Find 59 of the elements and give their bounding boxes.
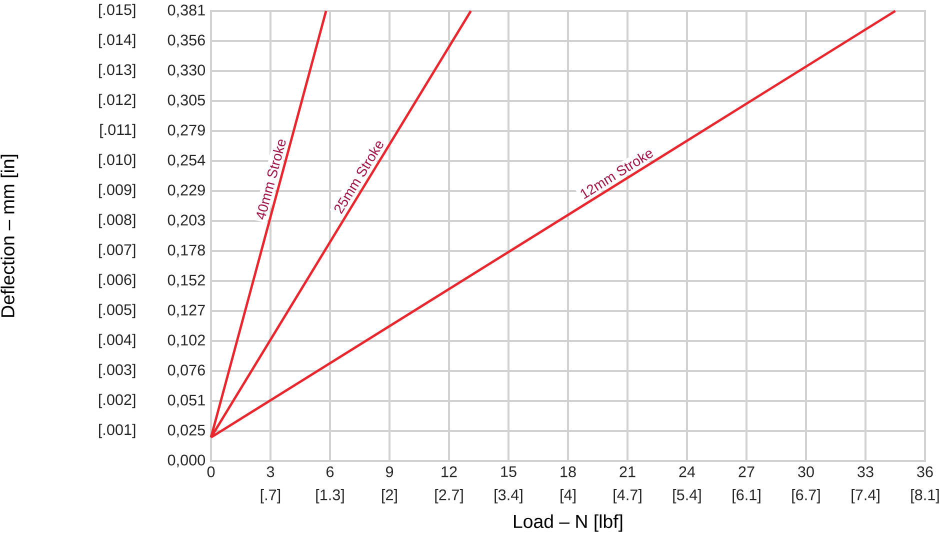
x-tick-label: 36	[917, 466, 933, 478]
y2-tick-label: [.002]	[99, 394, 136, 408]
y2-tick-label: [.012]	[99, 94, 136, 108]
y-tick-label: 0,152	[168, 274, 205, 288]
y-tick-label: 0,051	[168, 394, 205, 408]
x2-tick-label: [6.1]	[732, 489, 760, 504]
y-tick-label: 0,203	[168, 214, 205, 228]
x-tick-label: 27	[738, 466, 754, 478]
y2-tick-label: [.010]	[99, 154, 136, 168]
x-tick-label: 33	[858, 466, 874, 478]
text: 40mm Stroke	[256, 140, 286, 220]
y-tick-label: 0,305	[168, 94, 205, 108]
y2-tick-label: [.008]	[99, 214, 136, 228]
x2-tick-label: [1.3]	[316, 489, 344, 504]
x-tick-label: 12	[442, 466, 457, 478]
x2-tick-label: [7.4]	[852, 489, 880, 504]
x2-tick-label: [.7]	[260, 489, 280, 504]
y2-tick-label: [.009]	[99, 184, 136, 198]
y-tick-label: 0,102	[168, 334, 205, 348]
y-tick-label: 0,000	[168, 454, 206, 468]
y2-tick-label: [.001]	[99, 424, 136, 438]
x2-tick-label: [5.4]	[673, 489, 701, 504]
x2-tick-label: [8.1]	[911, 489, 939, 504]
y-tick-label: 0,076	[168, 364, 205, 378]
y2-tick-label: [.003]	[99, 364, 136, 378]
y2-tick-label: [.007]	[99, 244, 136, 258]
y-tick-label: 0,229	[168, 184, 205, 198]
x-tick-label: 21	[620, 466, 636, 478]
y-tick-label: 0,279	[168, 124, 205, 138]
x2-tick-label: [4]	[560, 489, 576, 504]
y2-tick-label: [.006]	[99, 274, 136, 288]
x2-tick-label: [2.7]	[435, 489, 463, 504]
x-tick-label: 15	[501, 466, 516, 478]
x2-tick-label: [6.7]	[792, 489, 820, 504]
y2-tick-label: [.005]	[99, 304, 136, 318]
x2-tick-label: [2]	[382, 489, 397, 504]
y2-axis-title: Deflection – mm [in]	[0, 154, 18, 317]
x-tick-label: 6	[326, 466, 334, 478]
x-tick-label: 0	[207, 466, 215, 478]
x-tick-label: 3	[266, 466, 274, 478]
y-tick-label: 0,381	[168, 4, 205, 18]
x2-tick-label: [3.4]	[494, 489, 522, 504]
y2-tick-label: [.015]	[99, 4, 136, 18]
y-tick-label: 0,178	[168, 244, 205, 258]
y2-tick-label: [.004]	[99, 334, 136, 348]
x-tick-label: 9	[386, 466, 394, 478]
y-tick-label: 0,025	[168, 424, 205, 438]
y-tick-label: 0,127	[168, 304, 205, 318]
y2-tick-label: [.011]	[100, 124, 136, 138]
x2-tick-label: [4.7]	[614, 489, 642, 504]
y2-tick-label: [.013]	[99, 64, 136, 78]
x-tick-label: 18	[560, 466, 576, 478]
x-tick-label: 30	[798, 466, 814, 478]
y-tick-label: 0,254	[168, 154, 206, 168]
y-tick-label: 0,330	[168, 64, 206, 78]
y-tick-label: 0,356	[168, 34, 205, 48]
x-axis-title: Load – N [lbf]	[514, 514, 622, 532]
y2-tick-label: [.014]	[99, 34, 136, 48]
x-tick-label: 24	[679, 466, 696, 478]
